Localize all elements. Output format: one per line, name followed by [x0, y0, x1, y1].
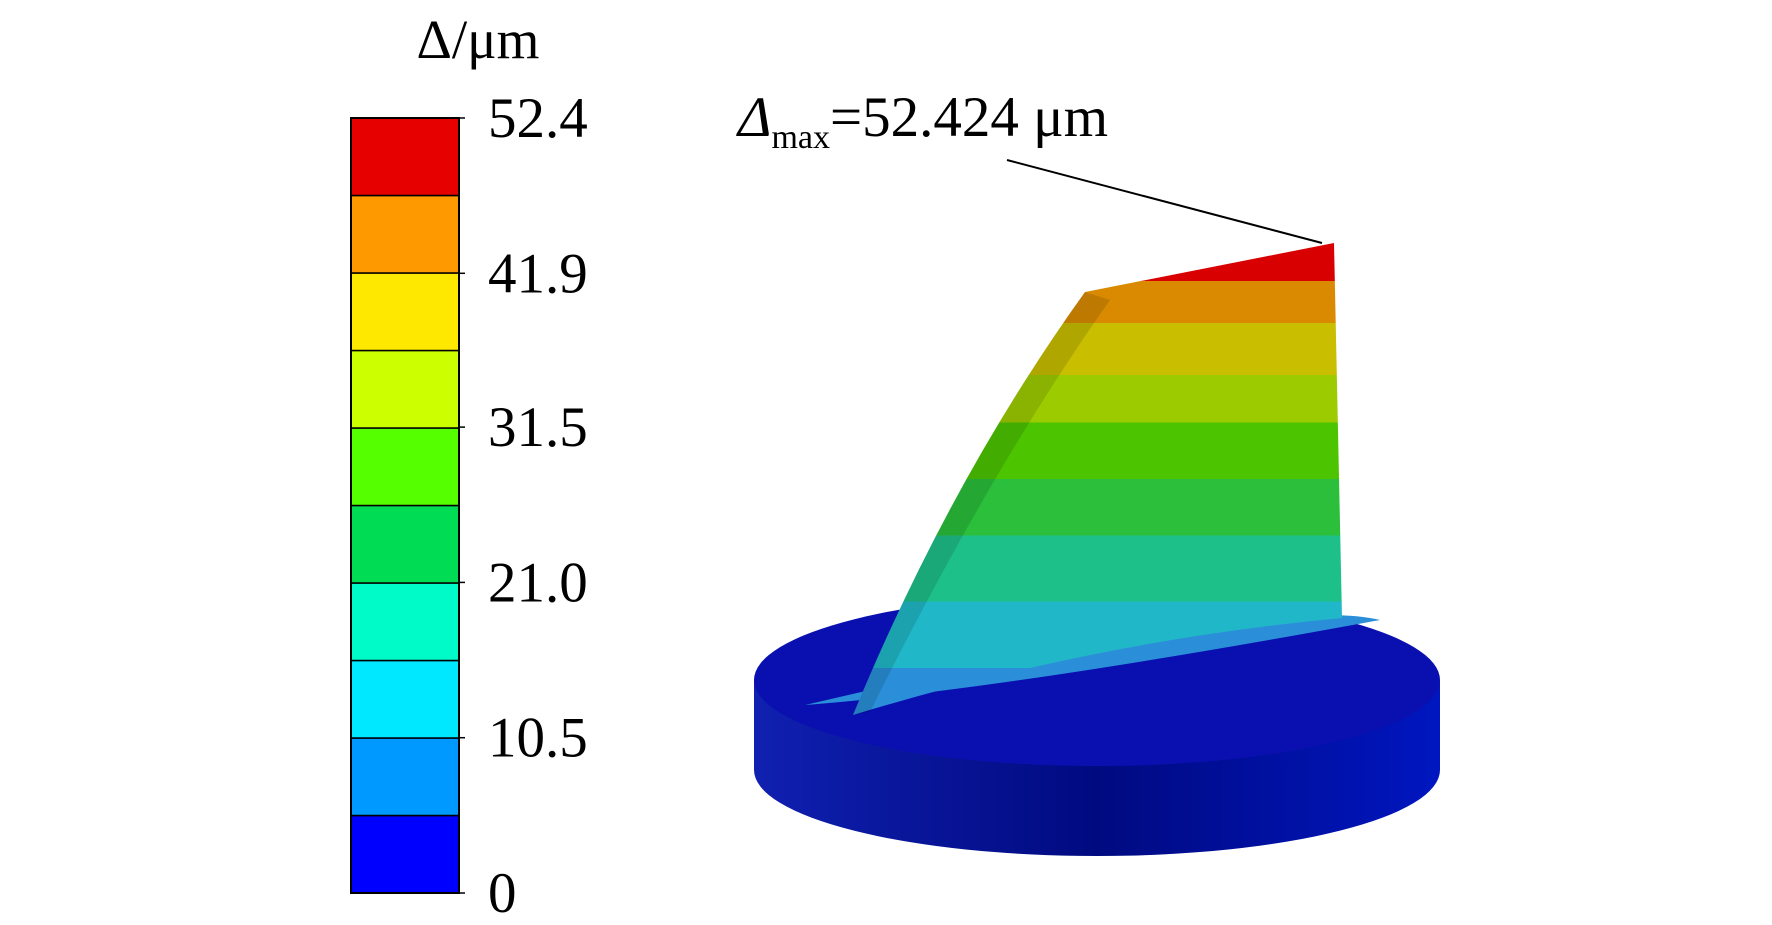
colorbar-band [350, 504, 460, 584]
colorbar-tick-label: 10.5 [488, 707, 588, 770]
colorbar-band [350, 427, 460, 507]
blade-edge [853, 292, 1110, 715]
colorbar-tick-label: 31.5 [488, 396, 588, 459]
colorbar: 0 10.5 21.0 31.5 41.9 52.4 [350, 87, 588, 925]
colorbar-band [350, 659, 460, 739]
annotation-subscript: max [771, 119, 830, 156]
colorbar-band [350, 582, 460, 662]
colorbar-tick-label: 52.4 [488, 87, 588, 150]
colorbar-tick-label: 0 [488, 862, 517, 925]
colorbar-tick-label: 41.9 [488, 242, 588, 305]
colorbar-band [350, 117, 460, 197]
colorbar-band [350, 194, 460, 274]
annotation: Δmax=52.424 μm [736, 86, 1108, 156]
leader-line [1006, 159, 1323, 244]
colorbar-tick-label: 21.0 [488, 551, 588, 614]
annotation-symbol: Δ [736, 86, 771, 149]
colorbar-band [350, 814, 460, 894]
colorbar-frame [350, 117, 460, 894]
model [754, 159, 1440, 856]
colorbar-band [350, 349, 460, 429]
annotation-text: =52.424 μm [830, 86, 1108, 149]
colorbar-band [350, 737, 460, 817]
blade [853, 243, 1342, 715]
colorbar-band [350, 272, 460, 352]
colorbar-title: Δ/μm [417, 9, 540, 70]
